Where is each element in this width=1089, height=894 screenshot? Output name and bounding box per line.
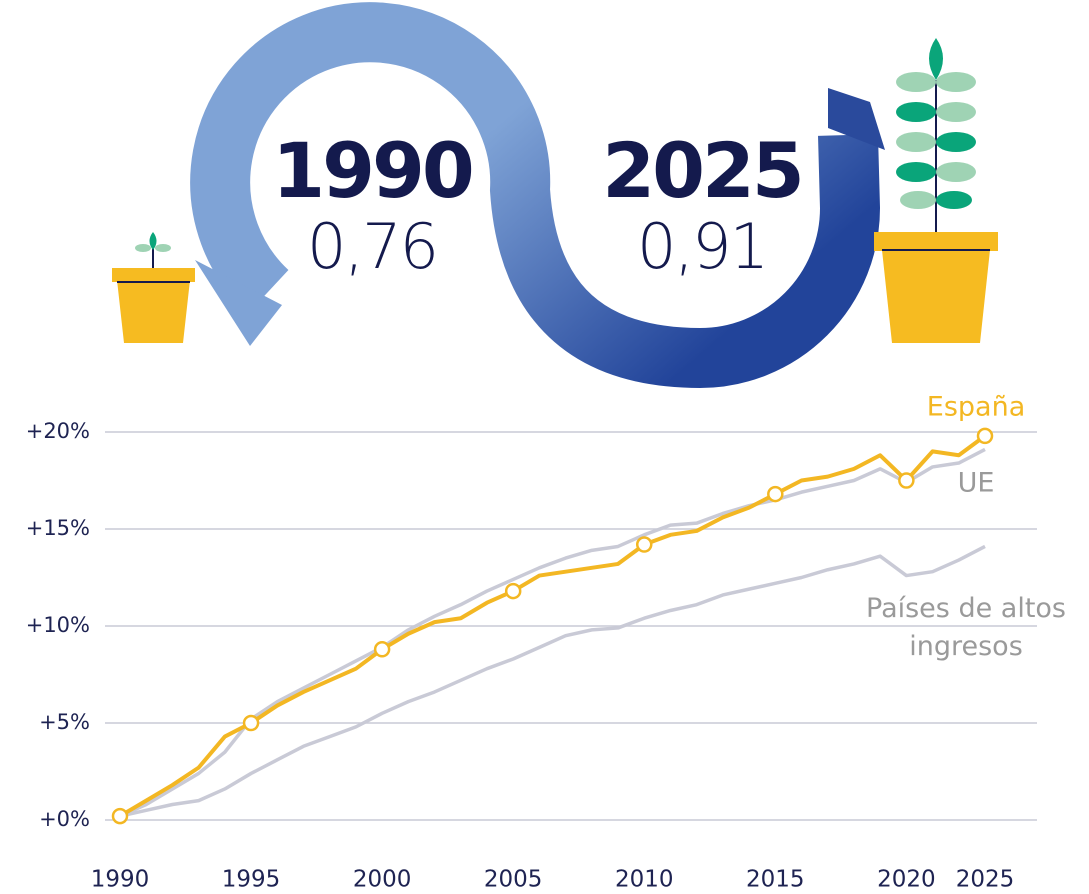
end-value: 0,91 [637,210,767,283]
x-tick-label: 2025 [956,867,1015,893]
end-year: 2025 [602,126,802,215]
series-line [118,434,987,818]
small-plant [112,232,195,343]
y-tick-label: +20% [26,419,90,443]
y-tick-label: +5% [39,710,90,734]
point-marker [111,807,129,825]
point-marker [373,641,391,658]
y-tick-label: +10% [26,613,90,637]
series-line [119,544,986,818]
point-marker [635,536,653,553]
point-marker [767,485,784,503]
x-tick-label: 2020 [877,867,936,893]
point-marker [504,582,522,600]
x-tick-label: 1995 [222,867,281,893]
start-value: 0,76 [307,210,437,283]
x-tick-label: 2015 [746,867,805,893]
point-marker [242,714,260,732]
point-marker [898,472,915,489]
y-tick-label: +15% [26,516,90,540]
x-tick-label: 2005 [484,867,543,893]
series-line [119,447,986,818]
series-label: España [927,392,1025,423]
point-marker [976,427,994,445]
x-tick-label: 2000 [353,867,412,893]
x-tick-label: 2010 [615,867,674,893]
series-label: UE [958,468,995,499]
x-tick-label: 1990 [91,867,150,893]
series-label: Países de altos ingresos [866,593,1066,662]
start-year: 1990 [272,126,472,215]
y-tick-label: +0% [39,807,90,831]
arrow-graphic [190,2,885,389]
big-plant [874,38,998,343]
